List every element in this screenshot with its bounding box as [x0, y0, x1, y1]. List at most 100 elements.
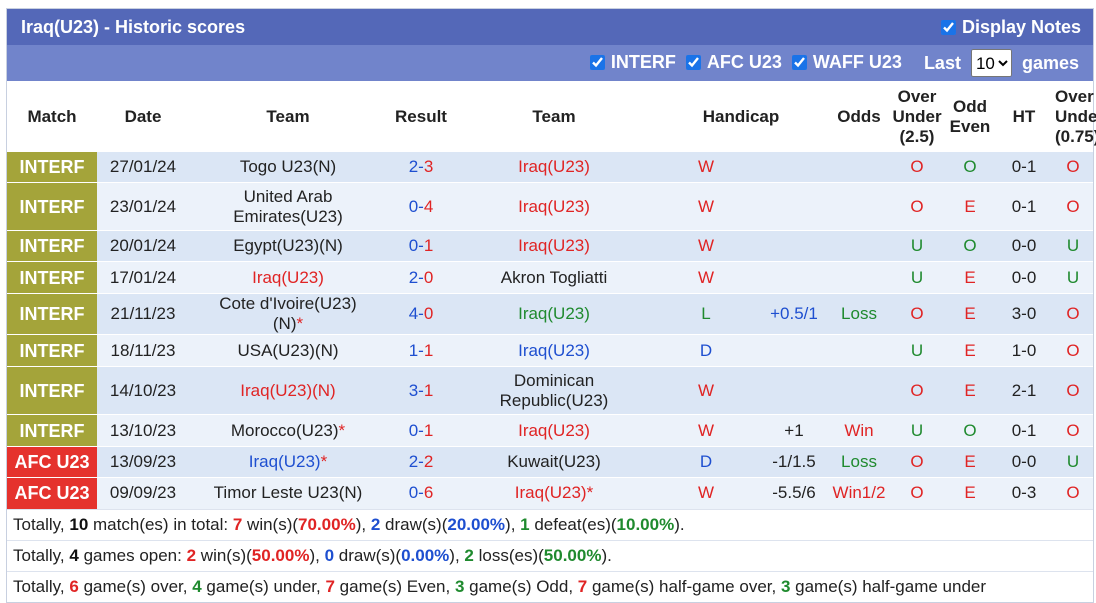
odds — [829, 261, 889, 294]
summary: Totally, 10 match(es) in total: 7 win(s)… — [7, 508, 1093, 602]
score-separator: - — [418, 420, 424, 440]
date: 20/01/24 — [97, 230, 189, 262]
summary-text: 10 — [69, 514, 89, 534]
over-under: O — [889, 293, 945, 335]
last-select[interactable]: 10 — [970, 49, 1012, 77]
filter-checkbox[interactable] — [791, 54, 807, 70]
summary-text: win(s)( — [242, 514, 299, 534]
home-score: 2 — [408, 157, 419, 176]
cell-text: Iraq(U23) — [518, 157, 590, 176]
away-team: Iraq(U23) — [455, 230, 653, 262]
column-header: Date — [97, 83, 189, 152]
filter-option[interactable]: WAFF U23 — [791, 52, 902, 73]
home-team: Egypt(U23)(N) — [189, 230, 387, 262]
handicap — [759, 182, 829, 231]
summary-text: draw(s)( — [380, 514, 448, 534]
cell-text: E — [964, 380, 976, 400]
scores-table: Match Date Team Result Team Handicap Odds Over … — [7, 83, 1096, 509]
note-mark: * — [296, 314, 304, 333]
result: 3-1 — [387, 366, 455, 415]
score-separator: - — [418, 304, 424, 323]
away-score: 6 — [423, 483, 434, 503]
filter-label: INTERF — [610, 51, 676, 72]
over-under-075: U — [1053, 446, 1093, 478]
match-row: INTERF 23/01/24 United Arab Emirates(U23) 0… — [7, 182, 1093, 231]
away-team: Iraq(U23) — [455, 414, 653, 447]
filter-option[interactable]: INTERF — [589, 51, 676, 73]
half-time: 2-1 — [995, 366, 1053, 415]
match-type: INTERF — [7, 151, 97, 183]
match-type: INTERF — [7, 334, 97, 367]
cell-text: Timor Leste U23(N) — [213, 483, 363, 503]
filter-checkbox[interactable] — [685, 54, 701, 70]
handicap: -1/1.5 — [759, 446, 829, 478]
cell-text: USA(U23)(N) — [237, 340, 339, 360]
match-row: INTERF 27/01/24 Togo U23(N) 2-3 Iraq(U23) W O O… — [7, 151, 1093, 183]
odds — [829, 366, 889, 415]
date: 13/09/23 — [97, 446, 189, 478]
odd-even: E — [945, 293, 995, 335]
match-row: INTERF 21/11/23 Cote d'Ivoire(U23)(N)* 4-0 I… — [7, 293, 1093, 335]
column-header: Result — [387, 83, 455, 152]
cell-text: E — [964, 304, 976, 323]
cell-text: L — [701, 304, 711, 323]
cell-text: E — [964, 267, 976, 287]
handicap: +0.5/1 — [759, 293, 829, 335]
cell-text: E — [964, 196, 976, 216]
match-row: INTERF 13/10/23 Morocco(U23)* 0-1 Iraq(U23) W… — [7, 414, 1093, 447]
summary-text: win(s)( — [196, 545, 252, 565]
score-separator: - — [418, 236, 424, 255]
cell-text: U — [910, 267, 924, 287]
filter-option[interactable]: AFC U23 — [685, 52, 782, 73]
summary-text: 6 — [69, 576, 79, 596]
home-score: 4 — [408, 304, 419, 323]
match-row: INTERF 18/11/23 USA(U23)(N) 1-1 Iraq(U23) D U E… — [7, 334, 1093, 367]
score-separator: - — [418, 267, 424, 287]
cell-text: U — [910, 236, 924, 255]
column-header: Team — [189, 83, 387, 152]
summary-text: Totally, — [13, 545, 70, 565]
handicap — [759, 230, 829, 262]
display-notes-checkbox[interactable] — [940, 19, 956, 35]
result: 4-0 — [387, 293, 455, 335]
away-score: 3 — [423, 157, 434, 176]
cell-text: U — [1066, 267, 1080, 287]
home-team: Iraq(U23)(N) — [189, 366, 387, 415]
summary-text: 50.00% — [251, 545, 310, 565]
over-under: O — [889, 151, 945, 183]
result: 2-3 — [387, 151, 455, 183]
odd-even: E — [945, 477, 995, 509]
summary-text: loss(es)( — [473, 545, 544, 565]
away-team: Kuwait(U23) — [455, 446, 653, 478]
column-header: Over Under (2.5) — [889, 83, 945, 152]
result: 1-1 — [387, 334, 455, 367]
cell-text: Morocco(U23) — [230, 420, 339, 440]
away-team: Akron Togliatti — [455, 261, 653, 294]
match-type: INTERF — [7, 261, 97, 294]
match-type: AFC U23 — [7, 446, 97, 478]
cell-text: W — [697, 157, 715, 176]
display-notes[interactable]: Display Notes — [940, 17, 1081, 38]
filter-checkbox[interactable] — [589, 54, 605, 70]
over-under: O — [889, 446, 945, 478]
win-loss: W — [653, 230, 759, 262]
home-team: Iraq(U23)* — [189, 446, 387, 478]
cell-text: O — [910, 452, 924, 471]
half-time: 0-1 — [995, 182, 1053, 231]
score-separator: - — [418, 452, 424, 471]
cell-text: W — [697, 380, 715, 400]
cell-text: O — [1066, 340, 1080, 360]
column-header: HT — [995, 83, 1053, 152]
cell-text: E — [964, 483, 976, 503]
cell-text: Iraq(U23)(N) — [240, 380, 336, 400]
handicap: -5.5/6 — [759, 477, 829, 509]
away-score: 1 — [423, 380, 434, 400]
over-under: O — [889, 477, 945, 509]
over-under: U — [889, 261, 945, 294]
filter-bar: INTERF AFC U23 WAFF U23 Last 10 games — [7, 45, 1093, 81]
win-loss: W — [653, 261, 759, 294]
date: 17/01/24 — [97, 261, 189, 294]
away-team: Dominican Republic(U23) — [455, 366, 653, 415]
away-team: Iraq(U23) — [455, 151, 653, 183]
summary-text: 0 — [324, 545, 335, 565]
